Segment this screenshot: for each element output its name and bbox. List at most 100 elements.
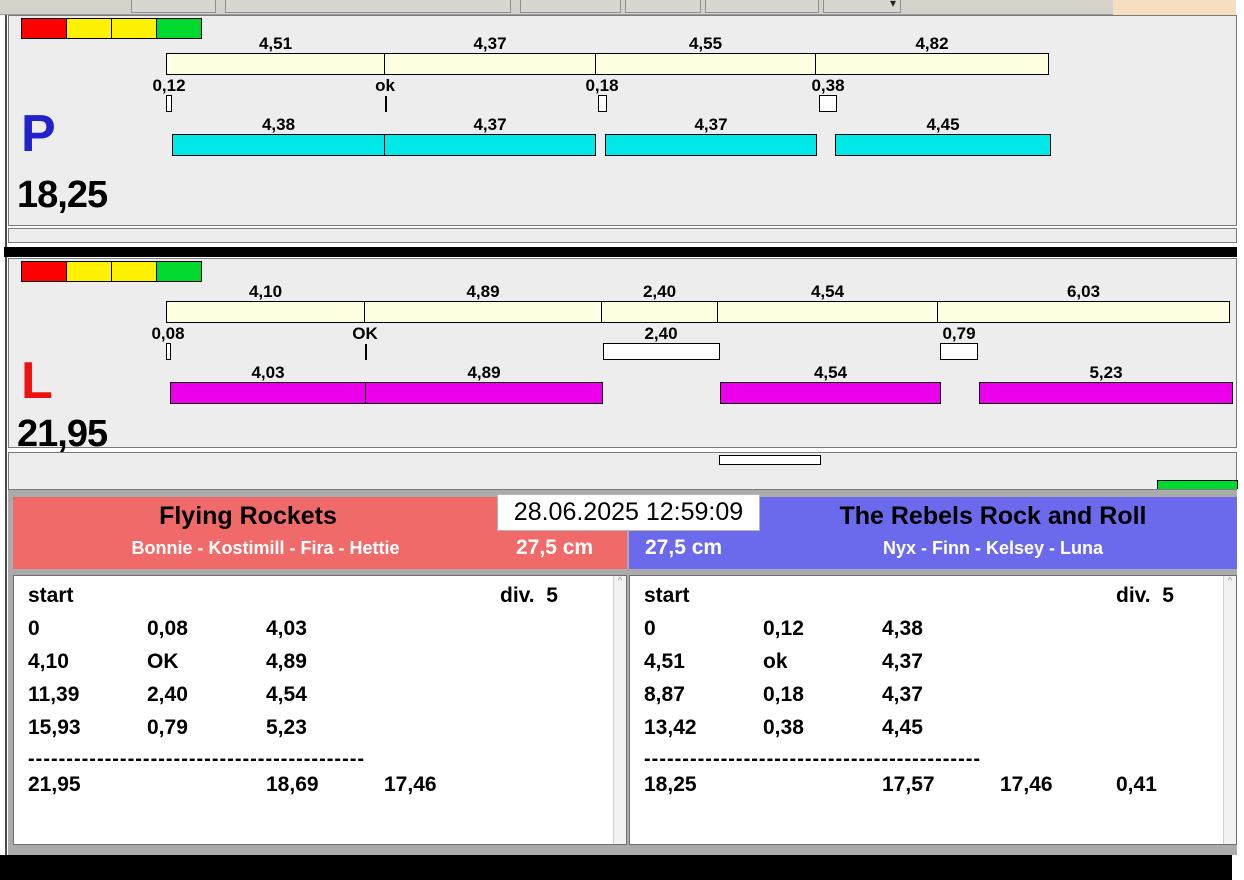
gauge-bar-row: 4,51 4,37 4,55 4,82 <box>166 34 1049 75</box>
traffic-lights <box>21 18 202 39</box>
marker-box <box>603 343 720 360</box>
gauge-segment: 2,40 <box>601 282 718 323</box>
throw-bar-row: 4,03 4,89 4,54 5,23 <box>166 363 1233 404</box>
toolbar-button[interactable] <box>225 0 511 13</box>
gauge-segment: 4,10 <box>166 282 365 323</box>
throw-segment-value: 4,45 <box>926 115 960 134</box>
table-cell: 4,45 <box>882 716 923 739</box>
throw-segment-value: 4,89 <box>467 363 501 382</box>
gauge-segment-value: 6,03 <box>1066 282 1101 301</box>
traffic-light <box>156 18 202 39</box>
table-cell: 15,93 <box>28 716 81 739</box>
window-frame-edge <box>5 15 7 855</box>
gauge-segment: 4,51 <box>166 34 385 75</box>
throw-segment: 4,37 <box>605 115 817 156</box>
gauge-segment-value: 4,54 <box>810 282 845 301</box>
gauge-segment-bar <box>384 53 596 75</box>
table-scrollbar[interactable]: ^ <box>613 576 626 844</box>
throw-bar-row: 4,38 4,37 4,37 4,45 <box>166 115 1051 156</box>
table-header-div: div. 5 <box>1116 584 1174 607</box>
table-total: 17,46 <box>384 773 437 796</box>
lane-letter-l: L <box>21 352 53 410</box>
team-distance: 27,5 cm <box>645 536 723 559</box>
marker-value: ok <box>375 76 395 95</box>
marker-value: 2,40 <box>644 324 678 343</box>
toolbar-button[interactable] <box>705 0 819 13</box>
gauge-segment-value: 2,40 <box>642 282 677 301</box>
table-cell: 0,08 <box>147 617 188 640</box>
table-scrollbar[interactable]: ^ <box>1223 576 1236 844</box>
lane-divider <box>4 247 1237 257</box>
gauge-segment-value: 4,89 <box>466 282 500 301</box>
throw-segment: 4,45 <box>835 115 1051 156</box>
table-cell: 11,39 <box>28 683 80 706</box>
table-cell: 4,37 <box>882 650 923 673</box>
throw-segment-bar <box>605 134 817 156</box>
table-cell: 4,38 <box>882 617 923 640</box>
marker-value: OK <box>352 324 378 343</box>
gauge-segment-bar <box>166 301 365 323</box>
table-cell: 4,54 <box>266 683 307 706</box>
lane-substrip-l <box>8 452 1238 490</box>
gauge-segment-bar <box>717 301 938 323</box>
throw-segment: 4,54 <box>720 363 941 404</box>
gauge-segment-value: 4,51 <box>258 34 293 53</box>
throw-segment-bar <box>172 134 385 156</box>
gauge-segment: 4,37 <box>384 34 596 75</box>
throw-segment: 5,23 <box>979 363 1233 404</box>
gauge-segment-bar <box>601 301 718 323</box>
table-cell: 2,40 <box>147 683 188 706</box>
lane-panel-p: P 18,25 4,51 4,37 4,55 4,82 0,12 ok 0,18 0,38 4,… <box>8 15 1237 226</box>
throw-segment-value: 5,23 <box>1089 363 1123 382</box>
score-table-body: start div. 5 0 0,08 4,03 4,10 OK 4,89 11,39 2,40 4… <box>14 576 613 844</box>
table-header-div: div. 5 <box>500 584 558 607</box>
traffic-light <box>111 18 157 39</box>
table-cell: 4,10 <box>28 650 69 673</box>
table-header-start: start <box>644 584 690 607</box>
gauge-segment: 4,82 <box>815 34 1049 75</box>
marker-tick <box>385 96 387 112</box>
team-name: Flying Rockets <box>159 502 337 530</box>
marker-value: 0,08 <box>151 324 185 343</box>
marker-box <box>940 343 978 360</box>
table-cell: 0,79 <box>147 716 188 739</box>
marker-box <box>166 343 171 360</box>
gauge-segment: 6,03 <box>937 282 1230 323</box>
throw-segment-value: 4,37 <box>694 115 728 134</box>
timestamp: 28.06.2025 12:59:09 <box>497 494 760 531</box>
dropdown-caret-icon[interactable]: ▾ <box>890 0 897 10</box>
traffic-light <box>21 261 67 282</box>
lane-panel-l: L 21,95 4,10 4,89 2,40 4,54 6,03 0,08 OK 2,40 0,… <box>8 258 1237 453</box>
table-cell: 5,23 <box>266 716 307 739</box>
marker-row: 0,12 ok 0,18 0,38 <box>152 76 1241 114</box>
team-distance: 27,5 cm <box>516 536 594 559</box>
toolbar-side-panel <box>1113 0 1236 15</box>
scroll-up-icon[interactable]: ^ <box>1227 576 1233 587</box>
marker-value: 0,79 <box>942 324 976 343</box>
marker-value: 0,18 <box>585 76 619 95</box>
lane-bars-p: 4,51 4,37 4,55 4,82 0,12 ok 0,18 0,38 4,38 4,37 4,… <box>152 34 1241 179</box>
traffic-light <box>156 261 202 282</box>
toolbar-button[interactable] <box>625 0 701 13</box>
gauge-segment: 4,54 <box>717 282 938 323</box>
team-name: The Rebels Rock and Roll <box>839 502 1147 530</box>
toolbar-button[interactable] <box>823 0 901 13</box>
table-total: 18,69 <box>266 773 319 796</box>
table-cell: 0,18 <box>763 683 804 706</box>
toolbar-button[interactable] <box>520 0 621 13</box>
traffic-light <box>111 261 157 282</box>
scroll-up-icon[interactable]: ^ <box>617 576 623 587</box>
table-header-start: start <box>28 584 74 607</box>
table-cell: 4,89 <box>266 650 307 673</box>
gauge-segment: 4,55 <box>595 34 816 75</box>
window-toolbar-remnant: ▾ <box>0 0 1236 15</box>
throw-segment-value: 4,37 <box>473 115 507 134</box>
team-players: Nyx - Finn - Kelsey - Luna <box>882 538 1104 558</box>
toolbar-button[interactable] <box>131 0 216 13</box>
lane-letter-p: P <box>21 105 56 163</box>
gauge-segment-bar <box>364 301 602 323</box>
gauge-segment: 4,89 <box>364 282 602 323</box>
strip-marker-box <box>719 455 821 465</box>
throw-segment-bar <box>365 382 603 404</box>
